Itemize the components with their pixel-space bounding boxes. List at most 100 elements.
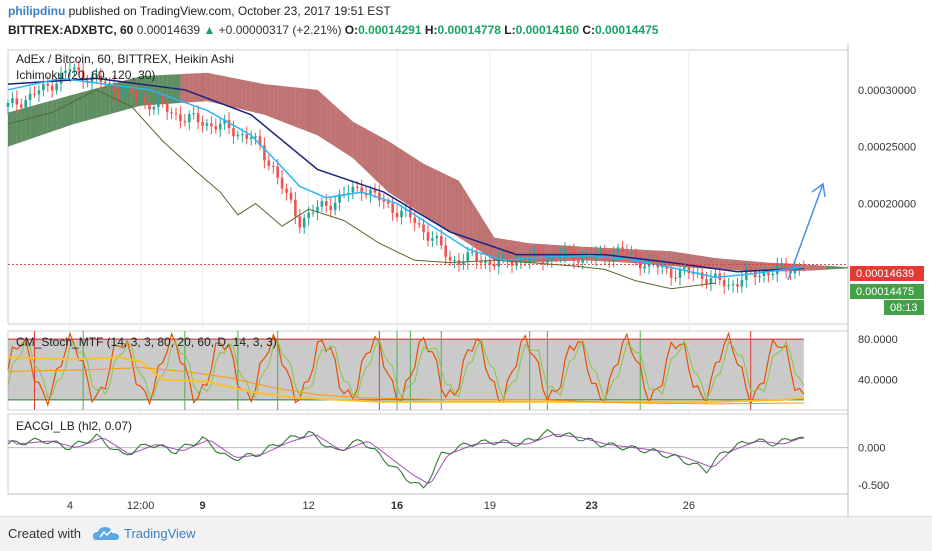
ichimoku-cloud-segment [251,81,256,113]
candle-body [68,69,72,71]
candle-body [784,263,788,272]
candle-body [50,85,54,91]
ichimoku-cloud-segment [494,237,499,261]
ichimoku-cloud-segment [423,163,428,218]
ichimoku-cloud-segment [817,265,822,271]
eacgi-pane [7,413,849,495]
candle-body [630,252,633,255]
ichimoku-cloud-segment [198,72,203,102]
candle-body [254,136,257,138]
open-value: 0.00014291 [358,23,422,37]
ichimoku-cloud-segment [237,78,243,110]
ichimoku-cloud-segment [127,78,132,110]
candle-body [444,245,447,257]
candle-body [249,137,253,139]
candle-body [19,104,23,108]
low-value: 0.00014160 [515,23,580,37]
candle-body [722,280,726,287]
ichimoku-cloud-segment [821,265,826,270]
candle-body [767,272,770,276]
ichimoku-cloud-segment [118,81,123,112]
ichimoku-cloud-segment [467,194,473,247]
candle-body [422,224,425,233]
candle-body [112,83,116,92]
ichimoku-cloud-segment [379,136,384,188]
candle-body [103,81,107,83]
ichimoku-cloud-segment [472,202,477,249]
candle-body [227,119,231,129]
eacgi-axis-label: -0.500 [858,480,889,492]
candle-body [462,261,465,265]
candle-body [355,186,359,188]
ichimoku-cloud-segment [458,180,464,241]
candle-body [325,201,328,206]
ichimoku-cloud-segment [348,117,353,159]
ichimoku-cloud-segment [21,107,26,143]
tradingview-link[interactable]: TradingView [124,526,196,541]
candle-body [599,250,602,254]
ichimoku-cloud-segment [834,266,840,270]
ichimoku-cloud-segment [105,84,110,116]
candle-body [320,201,324,207]
candle-body [395,212,399,218]
candle-body [638,259,642,269]
ichimoku-cloud-segment [803,264,809,271]
time-axis-label: 12:00 [127,500,155,512]
ichimoku-cloud-segment [516,241,521,263]
ichimoku-cloud-segment [202,72,207,102]
candle-body [170,112,173,114]
ichimoku-cloud-segment [383,138,389,193]
candle-body [386,201,390,204]
candle-body [316,206,319,213]
candle-body [391,203,394,213]
candle-body [762,272,766,276]
ichimoku-cloud-segment [339,109,344,153]
candle-body [258,136,262,146]
candle-body [669,268,673,278]
candle-body [143,97,147,102]
ichimoku-cloud-segment [326,97,331,144]
chart-canvas[interactable]: 0.000300000.000250000.0002000080.000040.… [0,44,932,516]
ichimoku-cloud-segment [229,77,234,108]
author-link[interactable]: philipdinu [8,4,66,18]
ichimoku-cloud-segment [436,170,442,227]
ichimoku-cloud-segment [454,178,459,238]
ichimoku-cloud-segment [167,74,172,104]
publish-line: philipdinu published on TradingView.com,… [8,4,391,18]
open-label: O: [344,23,359,37]
close-price-badge [850,284,924,299]
ohlc-line: BITTREX:ADXBTC, 60 0.00014639 ▲ +0.00000… [8,23,658,37]
candle-body [174,113,178,115]
ichimoku-cloud-segment [357,124,362,167]
candle-body [515,261,518,266]
ichimoku-cloud-segment [56,97,62,130]
ichimoku-cloud-segment [715,258,720,270]
ichimoku-cloud-segment [304,88,309,132]
ichimoku-cloud-segment [388,140,393,195]
candle-body [616,247,620,254]
candle-body [691,272,695,274]
stoch-d-line [7,338,805,401]
candle-body [108,82,111,84]
time-axis-label: 16 [391,500,403,512]
last-price-badge-text: 0.00014639 [856,268,914,280]
candle-body [510,261,514,266]
candle-body [479,260,483,263]
ichimoku-cloud-segment [189,73,194,103]
drawing-arrow-icon[interactable] [787,182,826,281]
ichimoku-cloud-segment [397,146,402,201]
candle-body [148,101,151,110]
ichimoku-cloud-segment [308,88,314,134]
ichimoku-cloud-segment [335,105,340,150]
ichimoku-cloud-segment [481,216,486,255]
stoch-mtf-signal-line [7,366,804,405]
price-axis-label: 0.00030000 [858,85,916,97]
time-axis-label: 12 [303,500,315,512]
ichimoku-cloud-segment [260,83,265,115]
ichimoku-cloud-segment [158,75,163,105]
candle-body [302,218,306,228]
ichimoku-cloud-segment [463,187,468,244]
candle-body [506,253,509,262]
candle-body [563,248,567,256]
candle-body [126,86,129,92]
